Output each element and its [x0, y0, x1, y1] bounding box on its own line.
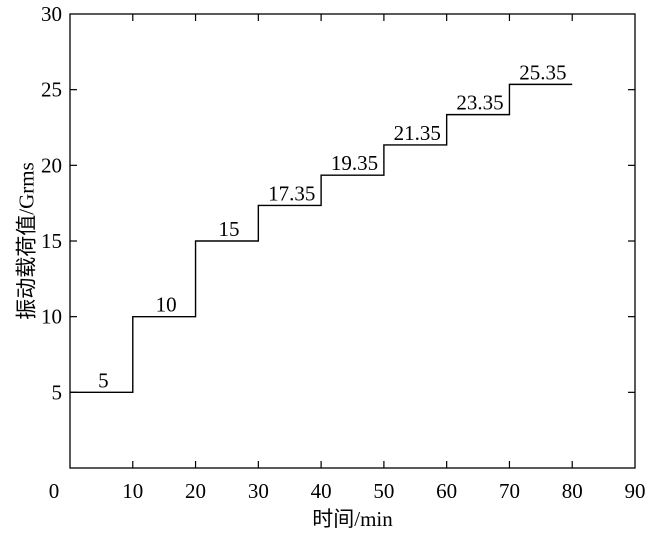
x-tick-label-60: 60: [436, 479, 457, 503]
data-label-6: 23.35: [456, 91, 503, 115]
y-tick-label-20: 20: [41, 153, 62, 177]
chart-series: [70, 83, 573, 394]
y-tick-label-15: 15: [41, 229, 62, 253]
x-tick-label-40: 40: [311, 479, 332, 503]
x-tick-label-20: 20: [185, 479, 206, 503]
x-tick-label-90: 90: [625, 479, 646, 503]
data-label-3: 17.35: [268, 181, 315, 205]
data-label-4: 19.35: [331, 151, 378, 175]
data-label-0: 5: [98, 368, 109, 392]
y-axis-label: 振动载荷值/Grms: [14, 162, 38, 320]
x-axis-label: 时间/min: [312, 507, 393, 531]
x-tick-label-70: 70: [499, 479, 520, 503]
y-tick-label-30: 30: [41, 2, 62, 26]
x-tick-label-50: 50: [373, 479, 394, 503]
x-tick-label-0: 0: [49, 479, 60, 503]
x-tick-label-10: 10: [122, 479, 143, 503]
y-tick-label-10: 10: [41, 305, 62, 329]
chart-ticks: 0 10 20 30 40 50 60 70 80 90 5 10 15 20 25 30: [41, 2, 646, 503]
chart-data-labels: 5 10 15 17.35 19.35 21.35 23.35 25.35: [98, 60, 566, 392]
data-label-2: 15: [218, 217, 239, 241]
step-series-line-0: [70, 83, 573, 394]
y-tick-label-25: 25: [41, 78, 62, 102]
x-tick-label-80: 80: [562, 479, 583, 503]
data-label-7: 25.35: [519, 60, 566, 84]
data-label-5: 21.35: [394, 121, 441, 145]
data-label-1: 10: [156, 293, 177, 317]
x-tick-label-30: 30: [248, 479, 269, 503]
y-tick-label-5: 5: [52, 380, 63, 404]
